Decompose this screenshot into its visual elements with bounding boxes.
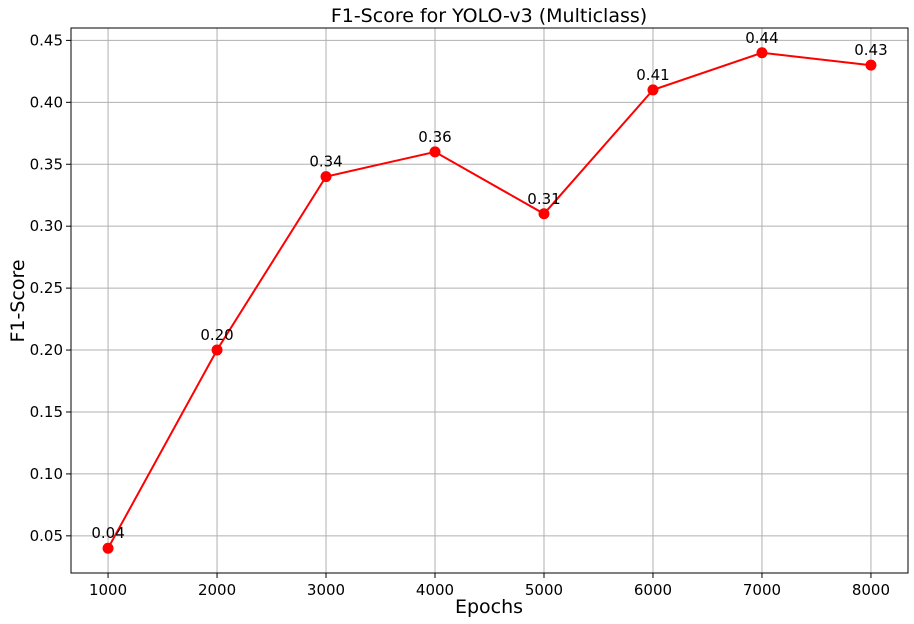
y-tick-label: 0.35 — [30, 155, 63, 173]
data-point — [429, 146, 441, 158]
data-point — [320, 171, 332, 183]
grid-lines — [71, 28, 908, 573]
y-tick-label: 0.25 — [30, 279, 63, 297]
data-label: 0.04 — [91, 524, 124, 542]
x-tick-label: 1000 — [89, 581, 127, 599]
x-tick-label: 2000 — [198, 581, 236, 599]
y-axis-ticks: 0.05 0.10 0.15 0.20 0.25 0.30 0.35 0.40 0.45 — [30, 31, 71, 545]
y-axis-label: F1-Score — [7, 259, 29, 342]
data-label: 0.36 — [418, 128, 451, 146]
data-label: 0.34 — [309, 153, 342, 171]
data-label: 0.43 — [854, 41, 887, 59]
y-tick-label: 0.15 — [30, 403, 63, 421]
data-label: 0.31 — [527, 190, 560, 208]
data-label: 0.20 — [200, 326, 233, 344]
data-point — [211, 344, 223, 356]
chart-title: F1-Score for YOLO-v3 (Multiclass) — [331, 5, 647, 27]
y-tick-label: 0.45 — [30, 31, 63, 49]
y-tick-label: 0.20 — [30, 341, 63, 359]
x-axis-ticks: 1000 2000 3000 4000 5000 6000 7000 8000 — [89, 573, 890, 599]
series-line — [107, 51, 872, 549]
data-label: 0.41 — [636, 66, 669, 84]
x-tick-label: 6000 — [634, 581, 672, 599]
x-tick-label: 4000 — [416, 581, 454, 599]
data-point — [102, 542, 114, 554]
data-point — [756, 47, 768, 59]
data-point — [865, 59, 877, 71]
y-tick-label: 0.05 — [30, 527, 63, 545]
y-tick-label: 0.40 — [30, 93, 63, 111]
y-tick-label: 0.10 — [30, 465, 63, 483]
series-line-layer — [107, 51, 872, 549]
x-tick-label: 5000 — [525, 581, 563, 599]
data-label: 0.44 — [745, 29, 778, 47]
plot-frame — [70, 27, 909, 574]
data-point — [538, 208, 550, 220]
data-labels: 0.04 0.20 0.34 0.36 0.31 0.41 0.44 0.43 — [91, 29, 887, 542]
x-axis-label: Epochs — [455, 596, 523, 618]
data-points — [102, 47, 877, 554]
x-tick-label: 3000 — [307, 581, 345, 599]
x-tick-label: 7000 — [743, 581, 781, 599]
x-tick-label: 8000 — [852, 581, 890, 599]
data-point — [647, 84, 659, 96]
y-tick-label: 0.30 — [30, 217, 63, 235]
